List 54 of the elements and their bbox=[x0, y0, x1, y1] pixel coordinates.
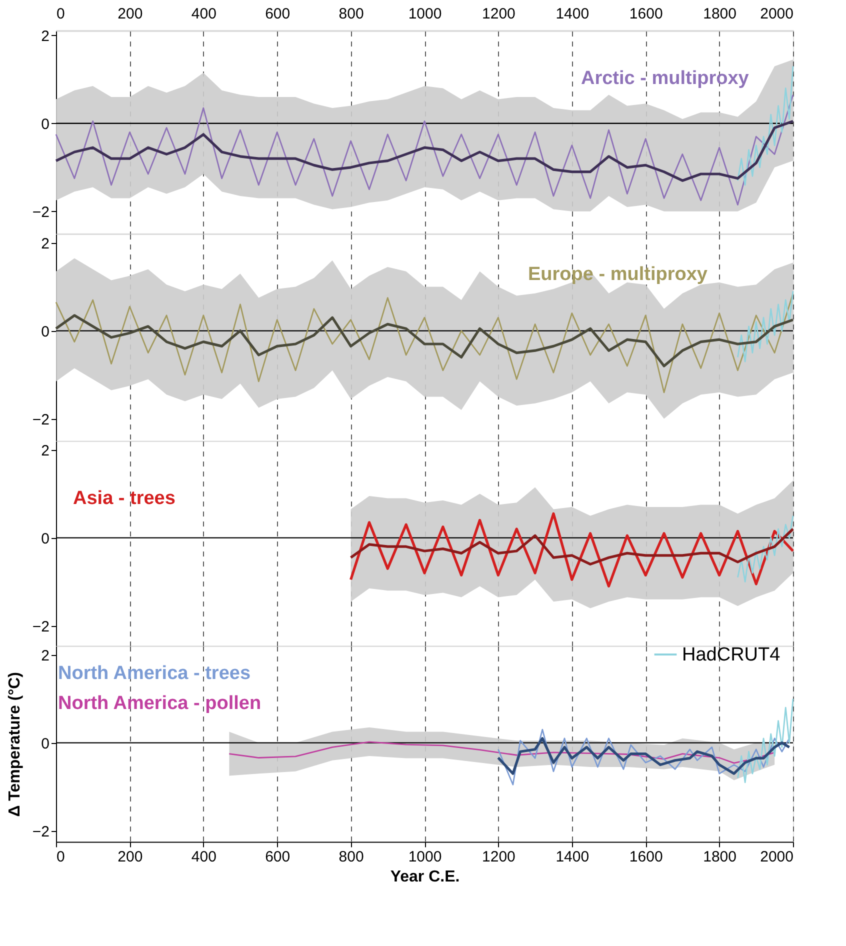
x2-tick-label: 400 bbox=[191, 6, 216, 22]
x2-tick-label: 1000 bbox=[408, 6, 442, 22]
line-series bbox=[496, 737, 791, 775]
text: North America - trees bbox=[58, 663, 251, 684]
x-tick-label: 1600 bbox=[629, 848, 663, 866]
x-tick-label: 1200 bbox=[482, 848, 516, 866]
y-tick-label: 2 bbox=[41, 235, 50, 252]
line-series bbox=[498, 728, 790, 786]
x-tick-label: 1800 bbox=[703, 848, 736, 866]
x-tick-label: 1000 bbox=[408, 848, 442, 866]
x2-tick-label: 800 bbox=[338, 6, 364, 22]
y-tick-label: 0 bbox=[41, 116, 50, 133]
y-tick-label: −2 bbox=[32, 823, 50, 840]
series-label: Europe - multiproxy bbox=[528, 264, 708, 285]
x-tick-label: 800 bbox=[338, 848, 364, 866]
y-axis-title: Δ Temperature (°C) bbox=[6, 672, 24, 817]
y-tick-label: 2 bbox=[41, 442, 50, 460]
text: Asia - trees bbox=[73, 488, 176, 509]
x2-tick-label: 1800 bbox=[703, 6, 736, 22]
x2-tick-label: 1600 bbox=[629, 6, 663, 22]
x2-tick-label: 600 bbox=[265, 6, 290, 22]
line-series bbox=[55, 94, 794, 206]
x2-tick-label: 1200 bbox=[482, 6, 516, 22]
y-tick-label: −2 bbox=[32, 411, 50, 428]
line-series bbox=[350, 528, 794, 566]
text: North America - pollen bbox=[58, 693, 262, 714]
x2-tick-label: 1400 bbox=[556, 6, 590, 22]
line-series bbox=[55, 292, 794, 394]
x2-tick-label: 0 bbox=[56, 6, 65, 22]
y-tick-label: 0 bbox=[41, 735, 50, 752]
line-series bbox=[737, 515, 794, 582]
text: Arctic - multiproxy bbox=[581, 68, 750, 89]
x-tick-label: 1400 bbox=[556, 848, 590, 866]
x-tick-label: 2000 bbox=[760, 848, 794, 866]
y-tick-label: 2 bbox=[41, 647, 50, 664]
y-tick-label: 0 bbox=[41, 323, 50, 340]
y-tick-label: 0 bbox=[41, 530, 50, 548]
line-series bbox=[54, 120, 794, 182]
line-series bbox=[228, 741, 776, 764]
legend-label: HadCRUT4 bbox=[682, 644, 781, 666]
x-tick-label: 0 bbox=[56, 848, 65, 866]
x-tick-label: 200 bbox=[118, 848, 143, 866]
y-tick-label: 2 bbox=[41, 28, 50, 45]
x2-tick-label: 200 bbox=[118, 6, 143, 22]
y-tick-label: −2 bbox=[32, 204, 50, 221]
x-axis-title: Year C.E. bbox=[390, 868, 460, 886]
x-tick-label: 600 bbox=[265, 848, 290, 866]
line-series bbox=[737, 290, 794, 362]
line-series bbox=[350, 512, 794, 588]
x2-tick-label: 2000 bbox=[760, 6, 794, 22]
x-tick-label: 400 bbox=[191, 848, 216, 866]
line-series bbox=[737, 698, 794, 784]
y-tick-label: −2 bbox=[32, 618, 50, 636]
line-series bbox=[54, 314, 794, 368]
